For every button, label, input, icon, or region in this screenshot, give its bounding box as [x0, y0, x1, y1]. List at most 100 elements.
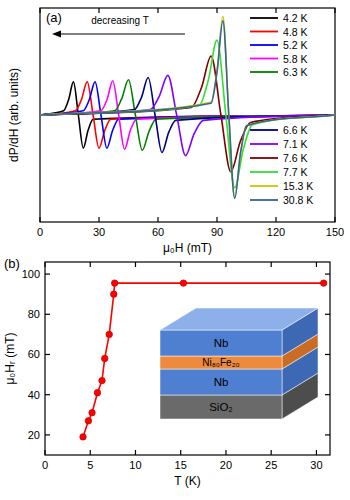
- text: 100: [22, 268, 40, 280]
- legend-swatch: [250, 157, 278, 159]
- x-tick: [180, 262, 181, 267]
- marker: [102, 355, 108, 361]
- panel: 0 5 10 15 20 25 30 20 40 60 80 100 T (K) μ₀Hᵣ (mT): [3, 262, 330, 488]
- y-tick: [325, 314, 330, 315]
- layer-front: [160, 356, 282, 369]
- x-tick: [90, 262, 91, 267]
- legend-swatch: [250, 171, 278, 173]
- legend: 4.2 K 4.8 K5.2 K 5.8 K6.3 K 6.6 K 7.1 K 7.6 K…: [250, 12, 313, 206]
- text: 90: [211, 226, 223, 238]
- text: 15.3 K: [283, 180, 313, 192]
- text: (b): [4, 256, 20, 271]
- plot-frame: [40, 8, 335, 222]
- text: SiO₂: [209, 401, 233, 413]
- text: (a): [46, 10, 62, 25]
- text: 40: [28, 389, 40, 401]
- marker: [320, 280, 326, 286]
- marker: [89, 410, 95, 416]
- text: 60: [28, 348, 40, 360]
- y-tick: [45, 273, 50, 274]
- layer-top: [160, 308, 318, 330]
- series-line: [40, 40, 335, 188]
- text: 5: [87, 459, 93, 471]
- series-line: [40, 75, 335, 155]
- data-group: [80, 280, 327, 440]
- marker: [99, 377, 105, 383]
- layer-front: [160, 369, 282, 395]
- text: 0: [37, 226, 43, 238]
- text: 120: [267, 226, 285, 238]
- marker: [94, 389, 100, 395]
- text: 20: [28, 429, 40, 441]
- x-tick: [216, 217, 217, 222]
- text: 30: [310, 459, 322, 471]
- text: 7.7 K: [283, 166, 308, 178]
- text: 30: [93, 226, 105, 238]
- x-tick: [98, 217, 99, 222]
- marker: [80, 434, 86, 440]
- x-tick: [39, 8, 40, 13]
- text: 6.3 K: [283, 66, 308, 78]
- y-tick: [45, 394, 50, 395]
- legend-swatch: [250, 31, 278, 33]
- legend-swatch: [250, 58, 278, 60]
- x-tick: [275, 217, 276, 222]
- text: Nb: [214, 337, 229, 349]
- text: 15: [175, 459, 187, 471]
- legend-swatch: [250, 129, 278, 131]
- y-tick: [45, 354, 50, 355]
- y-tick: [325, 394, 330, 395]
- text: 5.8 K: [283, 53, 308, 65]
- text: 6.6 K: [283, 124, 308, 136]
- data-group: [40, 17, 335, 199]
- x-tick: [90, 450, 91, 455]
- x-tick: [334, 217, 335, 222]
- text: 150: [326, 226, 344, 238]
- x-tick: [44, 450, 45, 455]
- text: 0: [42, 459, 48, 471]
- layer-front: [160, 330, 282, 356]
- text: 7.6 K: [283, 152, 308, 164]
- series-line: [40, 80, 335, 151]
- text: 7.1 K: [283, 138, 308, 150]
- text: μ₀Hᵣ (mT): [3, 332, 17, 384]
- x-tick: [271, 262, 272, 267]
- x-tick: [98, 8, 99, 13]
- y-tick: [325, 434, 330, 435]
- x-tick: [216, 8, 217, 13]
- x-tick: [44, 262, 45, 267]
- text: decreasing T: [91, 15, 149, 26]
- x-tick: [316, 450, 317, 455]
- text: 10: [129, 459, 141, 471]
- legend-swatch: [250, 17, 278, 19]
- legend-swatch: [250, 44, 278, 46]
- x-tick: [135, 450, 136, 455]
- series-line: [40, 21, 335, 199]
- layer-front: [160, 395, 282, 419]
- text: 20: [220, 459, 232, 471]
- legend-swatch: [250, 185, 278, 187]
- y-tick: [45, 314, 50, 315]
- text: 25: [265, 459, 277, 471]
- legend-swatch: [250, 71, 278, 73]
- series-line: [40, 78, 335, 153]
- x-tick: [135, 262, 136, 267]
- y-tick: [45, 434, 50, 435]
- figure: 0306090120150μ₀H (mT)dP/dH (arb. units)4…: [0, 0, 350, 500]
- x-tick: [275, 8, 276, 13]
- arrow: [58, 34, 185, 35]
- plot-frame: [45, 262, 330, 455]
- x-tick: [334, 8, 335, 13]
- x-tick: [180, 450, 181, 455]
- arrow-head: [52, 31, 61, 38]
- text: T (K): [174, 474, 200, 488]
- text: 60: [152, 226, 164, 238]
- text: μ₀H (mT): [163, 241, 212, 255]
- x-tick: [225, 450, 226, 455]
- marker: [111, 291, 117, 297]
- x-tick: [39, 217, 40, 222]
- text: 5.2 K: [283, 39, 308, 51]
- text: 4.8 K: [283, 26, 308, 38]
- text: 80: [28, 308, 40, 320]
- text: 4.2 K: [283, 12, 308, 24]
